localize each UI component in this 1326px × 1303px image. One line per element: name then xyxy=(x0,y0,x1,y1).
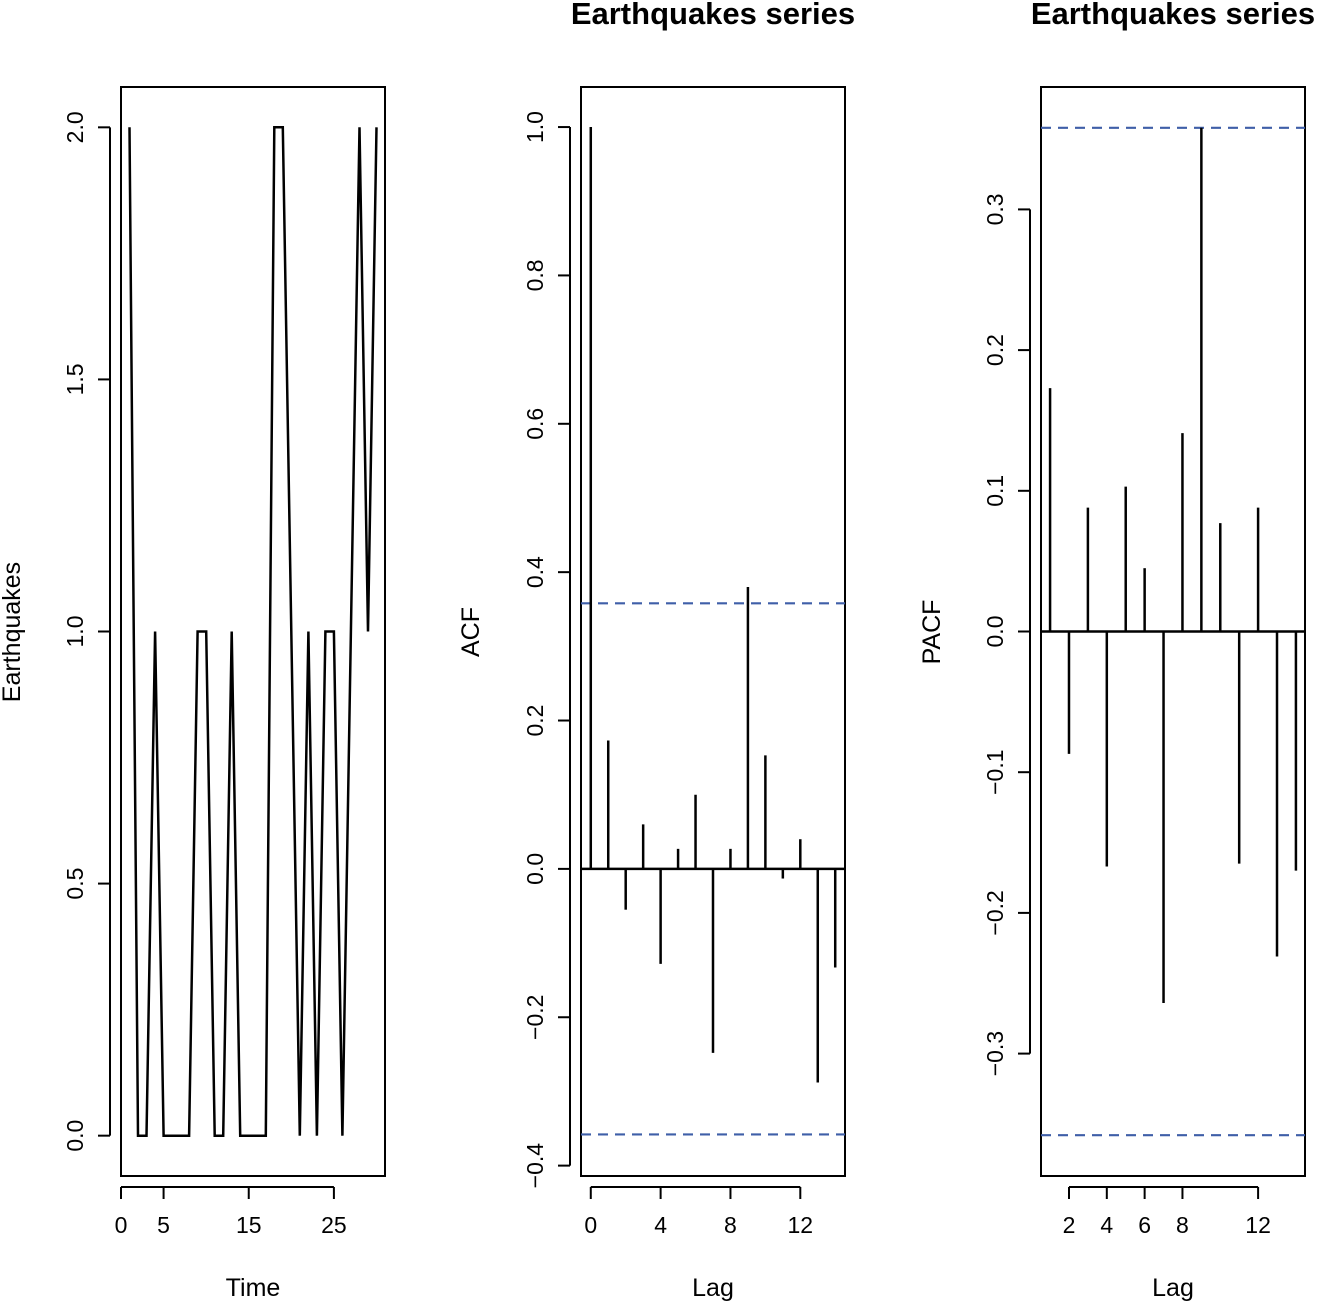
y-tick-label: 0.0 xyxy=(522,853,548,885)
y-tick-label: 0.3 xyxy=(982,193,1008,225)
x-tick-label: 15 xyxy=(236,1212,262,1238)
y-tick-label: 0.1 xyxy=(982,475,1008,507)
y-tick-label: −0.2 xyxy=(982,890,1008,935)
y-tick-label: 1.0 xyxy=(62,616,88,648)
y-tick-label: 0.0 xyxy=(62,1120,88,1152)
y-tick-label: 0.6 xyxy=(522,408,548,440)
y-tick-label: 1.5 xyxy=(62,363,88,395)
x-tick-label: 8 xyxy=(1176,1212,1189,1238)
x-tick-label: 6 xyxy=(1138,1212,1151,1238)
panel-title: Earthquakes series xyxy=(571,0,855,31)
x-tick-label: 25 xyxy=(321,1212,347,1238)
y-tick-label: 2.0 xyxy=(62,111,88,143)
y-tick-label: 1.0 xyxy=(522,111,548,143)
series-line xyxy=(128,126,378,1137)
x-axis-label: Lag xyxy=(692,1274,734,1302)
y-tick-label: −0.4 xyxy=(522,1143,548,1189)
plot-frame xyxy=(120,86,386,1177)
x-tick-label: 4 xyxy=(1100,1212,1113,1238)
y-tick-label: −0.2 xyxy=(522,995,548,1040)
y-axis-label: PACF xyxy=(918,600,946,665)
y-tick-label: 0.8 xyxy=(522,259,548,291)
y-tick-label: −0.3 xyxy=(982,1031,1008,1076)
x-tick-label: 0 xyxy=(115,1212,128,1238)
y-tick-label: −0.1 xyxy=(982,749,1008,794)
x-tick-label: 12 xyxy=(1245,1212,1271,1238)
plot-frame xyxy=(580,86,846,1177)
x-tick-label: 2 xyxy=(1063,1212,1076,1238)
x-tick-label: 8 xyxy=(724,1212,737,1238)
pacf-panel: Earthquakes series Lag PACF 2 4 6 8 12 −0.3 −0… xyxy=(918,0,1315,1302)
x-tick-label: 12 xyxy=(788,1212,814,1238)
y-axis-label: Earthquakes xyxy=(0,562,26,702)
y-tick-label: 0.2 xyxy=(522,705,548,737)
y-tick-label: 0.2 xyxy=(982,334,1008,366)
y-axis-label: ACF xyxy=(457,607,485,657)
panel-title: Earthquakes series xyxy=(1031,0,1315,31)
y-tick-label: 0.5 xyxy=(62,868,88,900)
x-axis-label: Lag xyxy=(1152,1274,1194,1302)
y-tick-label: 0.0 xyxy=(982,616,1008,648)
x-tick-label: 0 xyxy=(584,1212,597,1238)
x-axis-label: Time xyxy=(226,1274,281,1302)
y-tick-label: 0.4 xyxy=(522,556,548,588)
x-tick-label: 4 xyxy=(654,1212,667,1238)
x-tick-label: 5 xyxy=(157,1212,170,1238)
time-series-panel: Time Earthquakes 0 5 15 25 0.0 0.5 1.0 1.5 2.0 xyxy=(0,86,386,1302)
acf-panel: Earthquakes series Lag ACF 0 4 8 12 −0.4 −0.2… xyxy=(457,0,855,1302)
